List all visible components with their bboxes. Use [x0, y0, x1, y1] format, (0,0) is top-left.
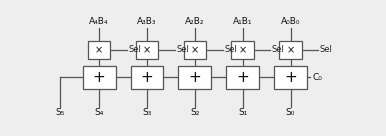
- Bar: [178, 66, 211, 89]
- Text: ×: ×: [191, 45, 199, 55]
- Text: C₀: C₀: [312, 73, 322, 82]
- Bar: [130, 66, 163, 89]
- Text: A₀B₀: A₀B₀: [281, 17, 300, 26]
- Text: Sel: Sel: [320, 45, 333, 54]
- Bar: [83, 66, 115, 89]
- Bar: [184, 41, 206, 59]
- Text: Sel: Sel: [272, 45, 285, 54]
- Text: S₁: S₁: [238, 108, 247, 117]
- Text: Sel: Sel: [224, 45, 237, 54]
- Text: ×: ×: [143, 45, 151, 55]
- Text: S₃: S₃: [142, 108, 152, 117]
- Bar: [136, 41, 158, 59]
- Text: S₄: S₄: [95, 108, 104, 117]
- Text: +: +: [93, 69, 105, 85]
- Text: Sel: Sel: [128, 45, 141, 54]
- Bar: [274, 66, 307, 89]
- Text: Sel: Sel: [176, 45, 189, 54]
- Text: A₂B₂: A₂B₂: [185, 17, 205, 26]
- Text: S₅: S₅: [56, 108, 65, 117]
- Text: A₁B₁: A₁B₁: [233, 17, 252, 26]
- Text: S₀: S₀: [286, 108, 295, 117]
- Bar: [232, 41, 254, 59]
- Bar: [279, 41, 302, 59]
- Text: ×: ×: [95, 45, 103, 55]
- Bar: [226, 66, 259, 89]
- Text: +: +: [141, 69, 153, 85]
- Text: +: +: [284, 69, 297, 85]
- Text: ×: ×: [286, 45, 295, 55]
- Text: +: +: [188, 69, 201, 85]
- Text: A₄B₄: A₄B₄: [89, 17, 109, 26]
- Text: S₂: S₂: [190, 108, 200, 117]
- Text: +: +: [236, 69, 249, 85]
- Text: ×: ×: [239, 45, 247, 55]
- Bar: [88, 41, 110, 59]
- Text: A₃B₃: A₃B₃: [137, 17, 157, 26]
